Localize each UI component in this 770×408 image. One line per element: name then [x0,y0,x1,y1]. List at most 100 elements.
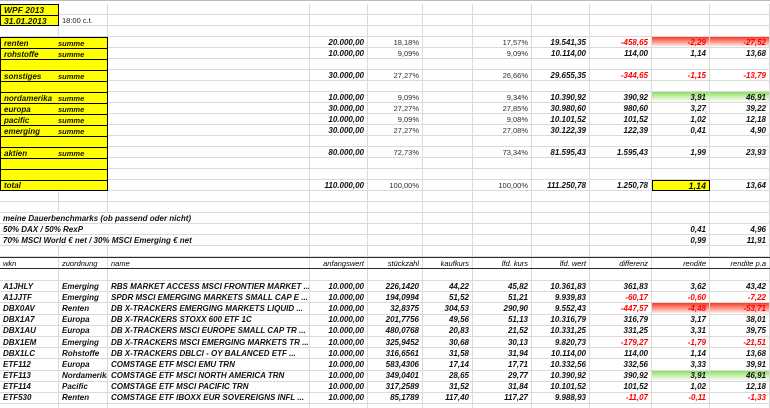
cell-stueckzahl[interactable]: 317,2589 [368,381,423,393]
cell-rendite[interactable]: 3,17 [652,314,710,326]
empty-cell[interactable] [368,169,423,180]
empty-cell[interactable] [710,158,770,169]
summary-cell-rendite[interactable]: 3,27 [652,103,710,114]
summary-cell-differenz[interactable]: 390,92 [590,92,652,103]
cell-lfd-kurs[interactable]: 31,84 [473,381,532,393]
cell-zuordnung[interactable]: Nordamerika [59,370,108,382]
empty-cell[interactable] [473,4,532,15]
cell-lfd-kurs[interactable]: 117,27 [473,392,532,405]
empty-cell[interactable] [532,136,590,147]
cell-kaufkurs[interactable]: 31,58 [423,348,473,360]
category-label-cell-emerging[interactable]: emerging summe [0,125,108,136]
cell-lfd-wert[interactable]: 10.390,92 [532,370,590,382]
empty-cell[interactable] [532,26,590,37]
cell-lfd-wert[interactable]: 9.988,93 [532,392,590,405]
cell-wkn[interactable]: DBX1LC [0,348,59,360]
cell-rendite[interactable]: -0,60 [652,292,710,304]
empty-cell[interactable] [108,4,310,15]
col-header-wkn[interactable]: wkn [0,258,59,268]
empty-cell[interactable] [368,269,423,281]
summary-cell-soll-pct[interactable]: 18,18% [368,37,423,48]
cell-lfd-kurs[interactable]: 51,13 [473,314,532,326]
cell-kaufkurs[interactable]: 31,52 [423,381,473,393]
cell-stueckzahl[interactable]: 32,8375 [368,303,423,315]
col-header-kaufkurs[interactable]: kaufkurs [423,258,473,268]
summary-cell-differenz[interactable]: 101,52 [590,114,652,125]
summary-cell-kaufkurs-empty[interactable] [423,48,473,59]
cell-lfd-kurs[interactable]: 31,94 [473,348,532,360]
summary-cell-name-empty[interactable] [108,37,310,48]
cell-name[interactable]: DB X-TRACKERS STOXX 600 ETF 1C [108,314,310,326]
cell-anfangswert[interactable]: 10.000,00 [310,348,368,360]
cell-rendite-pa[interactable]: -21,51 [710,336,770,349]
cell-rendite-pa[interactable]: 12,18 [710,381,770,393]
cell-kaufkurs[interactable]: 117,40 [423,392,473,405]
summary-cell-soll-pct[interactable]: 27,27% [368,70,423,81]
empty-cell[interactable] [652,136,710,147]
empty-cell[interactable] [590,169,652,180]
cell-differenz[interactable]: 361,83 [590,281,652,293]
cell-rendite-pa[interactable]: 46,91 [710,370,770,382]
cell-kaufkurs[interactable]: 30,68 [423,336,473,349]
summary-cell-kaufkurs-empty[interactable] [423,103,473,114]
empty-cell[interactable] [59,202,108,213]
empty-cell[interactable] [710,59,770,70]
empty-cell[interactable] [473,246,532,257]
empty-cell[interactable] [310,81,368,92]
summary-cell-soll-pct[interactable]: 9,09% [368,114,423,125]
empty-cell[interactable] [710,81,770,92]
empty-cell[interactable] [473,224,532,235]
summary-cell-anfangswert[interactable]: 20.000,00 [310,37,368,48]
empty-cell[interactable] [652,404,710,408]
empty-cell[interactable] [590,81,652,92]
summary-cell-name-empty[interactable] [108,125,310,136]
summary-cell-ist-pct[interactable]: 73,34% [473,147,532,158]
summary-cell-ist-pct[interactable]: 100,00% [473,180,532,191]
summary-cell-lfd-wert[interactable]: 29.655,35 [532,70,590,81]
cell-lfd-kurs[interactable]: 29,77 [473,370,532,382]
cell-rendite[interactable]: 1,02 [652,381,710,393]
summary-cell-rendite-pa[interactable]: 12,18 [710,114,770,125]
empty-cell[interactable] [532,4,590,15]
summary-cell-kaufkurs-empty[interactable] [423,92,473,103]
summary-cell-lfd-wert[interactable]: 30.122,39 [532,125,590,136]
cell-kaufkurs[interactable]: 17,14 [423,359,473,371]
cell-name[interactable]: DB X-TRACKERS MSCI EUROPE SMALL CAP TR .… [108,325,310,337]
cell-lfd-kurs[interactable]: 30,13 [473,336,532,349]
empty-cell[interactable] [473,269,532,281]
empty-cell[interactable] [652,4,710,15]
col-header-anfangswert[interactable]: anfangswert [310,258,368,268]
empty-cell[interactable] [710,15,770,26]
cell-name[interactable]: COMSTAGE ETF IBOXX EUR SOVEREIGNS INFL .… [108,392,310,405]
summary-cell-differenz[interactable]: -344,65 [590,70,652,81]
empty-cell[interactable] [532,246,590,257]
empty-cell[interactable] [368,246,423,257]
empty-cell[interactable] [108,81,310,92]
empty-cell[interactable] [108,202,310,213]
summary-cell-lfd-wert[interactable]: 30.980,60 [532,103,590,114]
empty-cell[interactable] [0,246,59,257]
summary-cell-rendite[interactable]: 0,41 [652,125,710,136]
cell-name[interactable]: DB X-TRACKERS EMERGING MARKETS LIQUID ..… [108,303,310,315]
summary-cell-anfangswert[interactable]: 30.000,00 [310,70,368,81]
category-label-cell-rohstoffe[interactable]: rohstoffe summe [0,48,108,59]
yellow-spacer-cell[interactable] [0,136,108,147]
empty-cell[interactable] [590,136,652,147]
summary-cell-rendite[interactable]: 1,14 [652,180,710,191]
benchmark-rendite-pa-cell[interactable]: 4,96 [710,224,770,235]
summary-cell-rendite[interactable]: 1,02 [652,114,710,125]
empty-cell[interactable] [368,59,423,70]
summary-cell-ist-pct[interactable]: 9,09% [473,48,532,59]
cell-lfd-wert[interactable]: 9.820,73 [532,336,590,349]
summary-cell-rendite[interactable]: -1,15 [652,70,710,81]
summary-cell-anfangswert[interactable]: 30.000,00 [310,103,368,114]
summary-cell-lfd-wert[interactable]: 10.390,92 [532,92,590,103]
empty-cell[interactable] [108,269,310,281]
cell-wkn[interactable]: A1JHLY [0,281,59,293]
summary-cell-lfd-wert[interactable]: 10.114,00 [532,48,590,59]
empty-cell[interactable] [473,136,532,147]
empty-cell[interactable] [652,202,710,213]
empty-cell[interactable] [423,4,473,15]
summary-cell-ist-pct[interactable]: 9,34% [473,92,532,103]
summary-cell-soll-pct[interactable]: 9,09% [368,92,423,103]
